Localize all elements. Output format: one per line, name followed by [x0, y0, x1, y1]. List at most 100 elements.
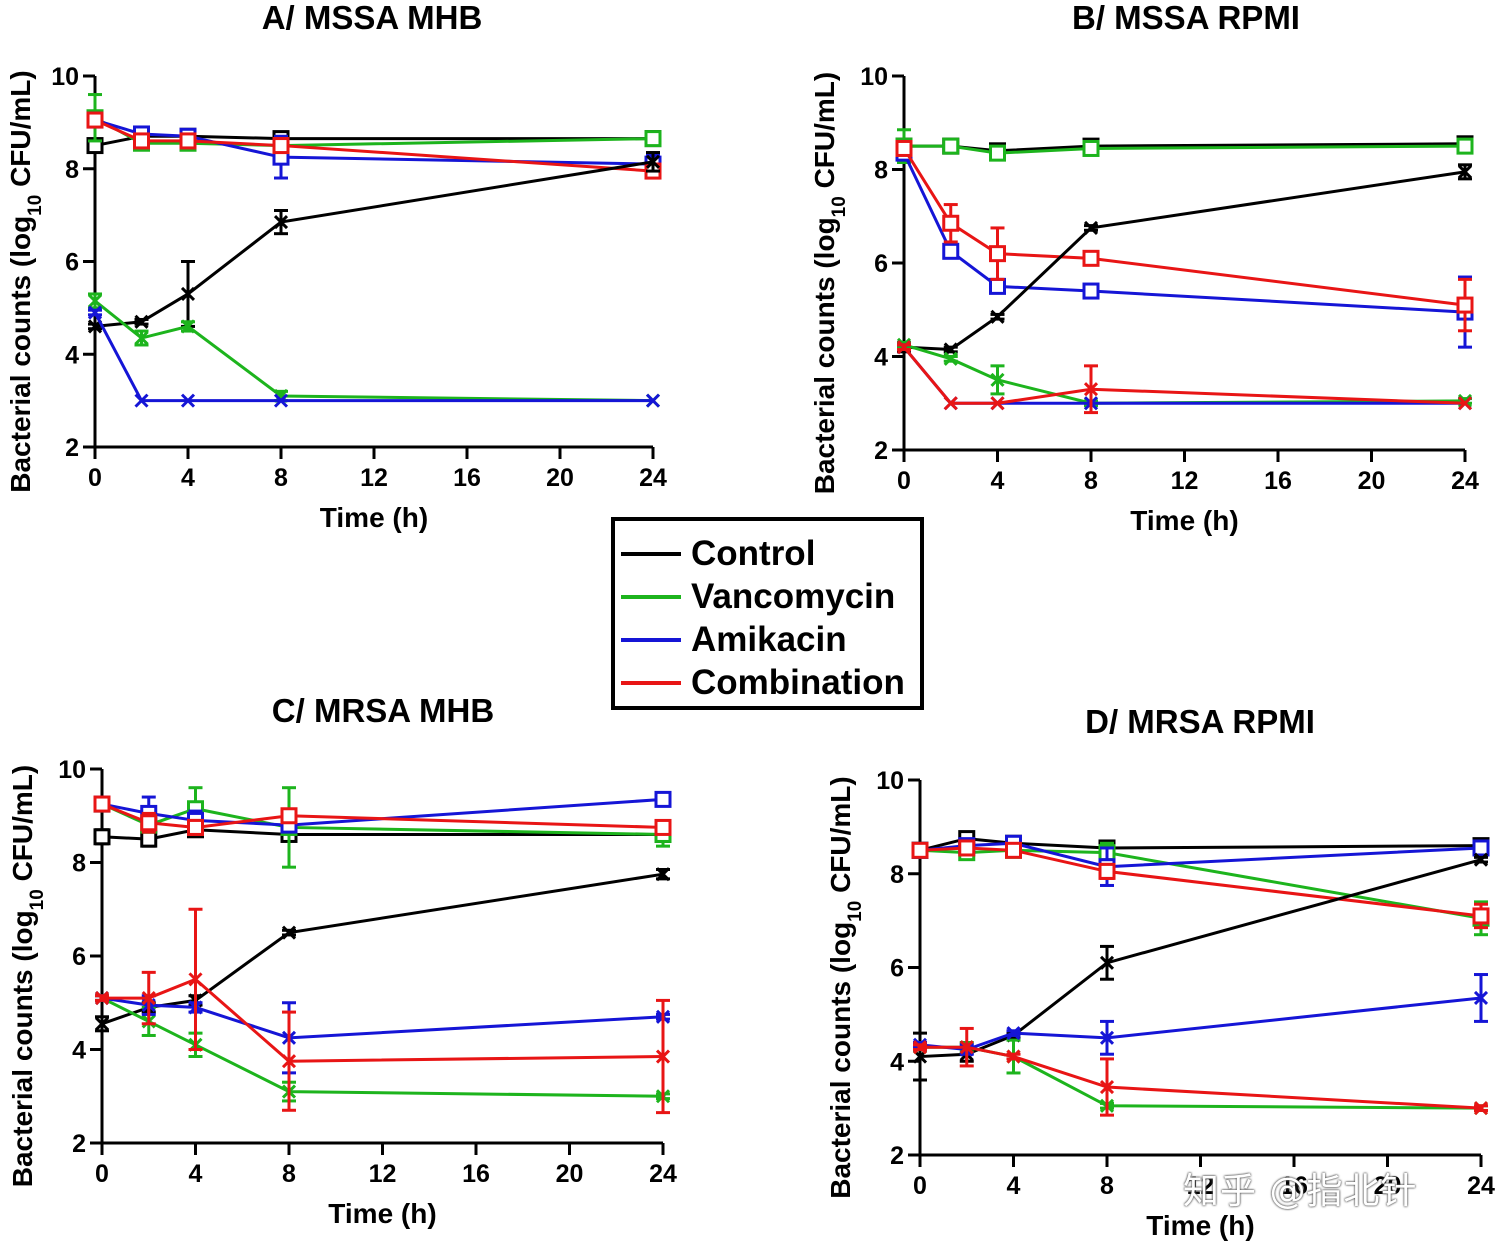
- data-point: [942, 242, 960, 260]
- y-tick-label: 10: [51, 63, 79, 91]
- y-tick-label: 4: [72, 1037, 86, 1065]
- data-point: [958, 839, 976, 857]
- series-control-x: [87, 151, 661, 334]
- data-point: [1457, 164, 1473, 179]
- series-line: [101, 802, 664, 829]
- data-point: [273, 215, 289, 230]
- chart-title: D/ MRSA RPMI: [1085, 703, 1315, 740]
- legend-label: Control: [691, 534, 816, 573]
- x-tick-label: 20: [546, 464, 574, 492]
- x-tick-label: 16: [453, 464, 481, 492]
- legend-swatch: [621, 638, 681, 642]
- series-amikacin-square: [911, 834, 1490, 887]
- data-point: [1005, 841, 1022, 859]
- data-point: [1473, 852, 1489, 867]
- series-line: [101, 872, 664, 1026]
- y-tick-label: 4: [65, 341, 79, 369]
- data-point: [645, 154, 661, 169]
- data-point: [281, 925, 297, 940]
- data-point: [86, 111, 104, 129]
- x-tick-label: 24: [1451, 467, 1479, 495]
- x-tick-label: 24: [649, 1160, 677, 1188]
- series-combination-square: [895, 139, 1474, 333]
- series-vancomycin-x: [87, 292, 661, 408]
- series-line: [920, 1045, 1482, 1110]
- chart-title: B/ MSSA RPMI: [1072, 0, 1300, 36]
- y-axis-label: Bacterial counts (log10 CFU/mL): [7, 765, 48, 1188]
- data-point: [140, 830, 158, 848]
- data-point: [1472, 907, 1490, 925]
- chart-title: C/ MRSA MHB: [272, 692, 494, 729]
- data-point: [93, 795, 111, 813]
- data-point: [1006, 1026, 1021, 1041]
- data-point: [133, 132, 150, 150]
- data-point: [655, 867, 671, 882]
- data-point: [911, 841, 929, 859]
- y-tick-label: 8: [874, 157, 888, 185]
- series-line: [902, 152, 1466, 314]
- data-point: [180, 319, 196, 334]
- data-point: [1457, 396, 1473, 411]
- x-axis-label: Time (h): [1146, 1210, 1254, 1241]
- data-point: [140, 814, 158, 832]
- data-point: [989, 144, 1006, 162]
- series-combination-x: [94, 907, 671, 1115]
- data-point: [187, 818, 204, 836]
- x-tick-label: 8: [1084, 467, 1098, 495]
- data-point: [1473, 1101, 1489, 1116]
- legend-item-vancomycin: Vancomycin: [621, 577, 895, 617]
- data-point: [895, 139, 913, 157]
- series-amikacin-x: [87, 305, 661, 408]
- data-point: [273, 393, 289, 408]
- data-point: [1082, 282, 1100, 300]
- data-point: [134, 393, 149, 408]
- x-tick-label: 12: [360, 464, 388, 492]
- legend-item-combination: Combination: [621, 663, 905, 703]
- data-point: [989, 277, 1006, 295]
- legend-item-control: Control: [621, 534, 815, 574]
- y-tick-label: 2: [72, 1130, 86, 1158]
- series-line: [902, 147, 1466, 307]
- legend-label: Amikacin: [691, 620, 847, 659]
- data-point: [1099, 955, 1115, 970]
- x-axis-label: Time (h): [320, 502, 428, 533]
- x-tick-label: 12: [369, 1160, 397, 1188]
- data-point: [943, 396, 958, 411]
- series-vancomycin-x: [896, 337, 1473, 411]
- y-tick-label: 8: [65, 156, 79, 184]
- series-combination-x: [912, 1026, 1489, 1117]
- data-point: [1457, 393, 1473, 408]
- x-tick-label: 4: [991, 467, 1005, 495]
- y-tick-label: 2: [65, 434, 79, 462]
- data-point: [1472, 839, 1490, 857]
- y-tick-label: 2: [874, 437, 888, 465]
- series-amikacin-x: [912, 973, 1489, 1057]
- series-vancomycin-square: [911, 841, 1490, 937]
- data-point: [1473, 990, 1489, 1006]
- legend-swatch: [621, 595, 681, 599]
- x-tick-label: 24: [1467, 1172, 1495, 1200]
- data-point: [134, 330, 149, 346]
- x-tick-label: 8: [282, 1160, 296, 1188]
- y-tick-label: 4: [874, 344, 888, 372]
- data-point: [94, 991, 110, 1006]
- data-point: [1099, 1030, 1115, 1045]
- x-tick-label: 8: [1100, 1172, 1114, 1200]
- data-point: [94, 1016, 110, 1031]
- legend-label: Vancomycin: [691, 577, 896, 616]
- x-tick-label: 12: [1171, 467, 1199, 495]
- legend-swatch: [621, 681, 681, 685]
- legend-item-amikacin: Amikacin: [621, 620, 847, 660]
- legend-label: Combination: [691, 663, 905, 702]
- y-axis-label: Bacterial counts (log10 CFU/mL): [809, 72, 850, 495]
- data-point: [645, 393, 661, 408]
- series-combination-square: [86, 111, 662, 180]
- y-tick-label: 2: [890, 1142, 904, 1170]
- data-point: [180, 393, 196, 408]
- data-point: [655, 1049, 671, 1064]
- series-control-x: [912, 852, 1489, 1082]
- x-tick-label: 4: [181, 464, 195, 492]
- data-point: [990, 309, 1005, 324]
- watermark: 知乎 @指北针: [1183, 1171, 1418, 1212]
- data-point: [180, 286, 196, 302]
